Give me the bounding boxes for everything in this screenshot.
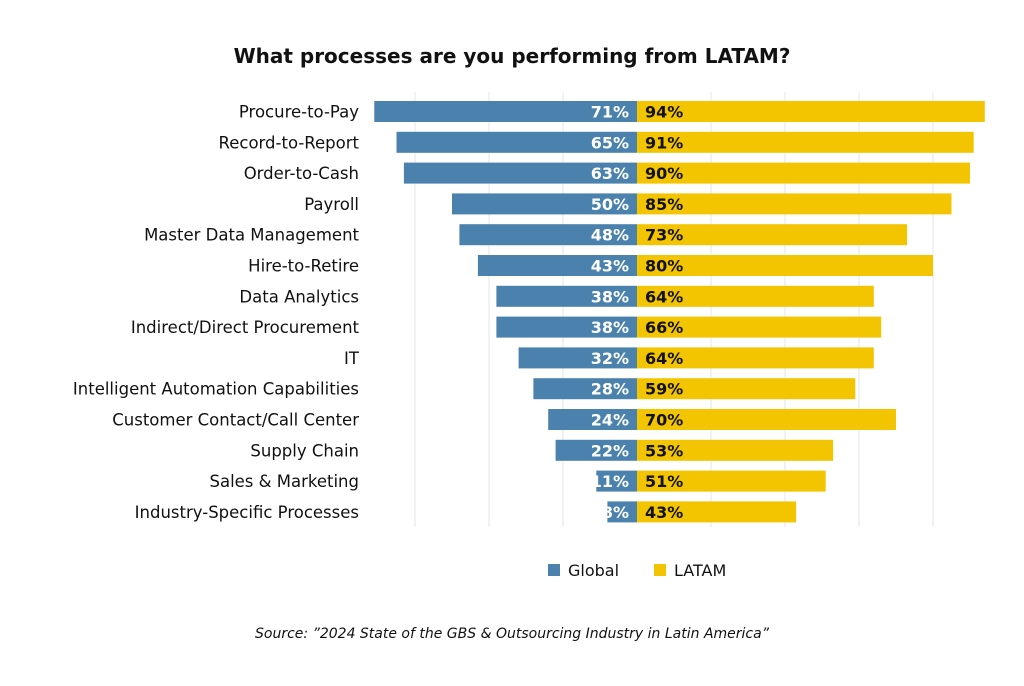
category-label: Customer Contact/Call Center	[112, 411, 359, 430]
legend: Global LATAM	[548, 561, 726, 580]
data-label-latam: 94%	[645, 103, 683, 122]
bar-global	[452, 193, 637, 215]
data-label-global: 50%	[591, 195, 629, 214]
category-label: Hire-to-Retire	[248, 257, 359, 276]
data-label-global: 32%	[591, 349, 629, 368]
data-label-latam: 53%	[645, 441, 683, 460]
bar-global	[496, 285, 637, 307]
bar-global	[533, 378, 637, 400]
diverging-bar-chart: Procure-to-Pay 71% 94% Record-to-Report 65% 9…	[73, 92, 985, 580]
data-label-global: 65%	[591, 133, 629, 152]
legend-label-latam: LATAM	[674, 561, 726, 580]
category-label: Payroll	[304, 195, 359, 214]
bar-latam	[637, 470, 826, 492]
data-label-latam: 64%	[645, 287, 683, 306]
data-label-global: 48%	[591, 226, 629, 245]
bar-latam	[637, 162, 970, 184]
bar-latam	[637, 224, 908, 246]
bar-latam	[637, 101, 985, 122]
data-label-global: 8%	[602, 503, 629, 522]
bar-latam	[637, 285, 874, 307]
category-label: Industry-Specific Processes	[135, 503, 359, 522]
data-label-global: 11%	[591, 472, 629, 491]
bar-global	[403, 162, 637, 184]
bar-latam	[637, 378, 856, 400]
chart-title: What processes are you performing from L…	[233, 44, 791, 68]
bar-global	[548, 409, 637, 430]
bar-latam	[637, 193, 952, 215]
data-label-latam: 51%	[645, 472, 683, 491]
bar-global	[374, 101, 637, 122]
source-note: Source: ”2024 State of the GBS & Outsour…	[255, 626, 769, 642]
data-label-global: 38%	[591, 287, 629, 306]
category-label: Indirect/Direct Procurement	[131, 318, 360, 337]
data-label-latam: 59%	[645, 380, 683, 399]
bar-latam	[637, 347, 874, 369]
data-label-latam: 64%	[645, 349, 683, 368]
bar-latam	[637, 501, 797, 523]
data-label-global: 28%	[591, 380, 629, 399]
bar-global	[396, 131, 637, 153]
bar-latam	[637, 409, 896, 430]
data-label-latam: 91%	[645, 133, 683, 152]
bar-global	[518, 347, 637, 369]
category-label: Sales & Marketing	[209, 472, 359, 491]
bar-latam	[637, 439, 834, 461]
legend-swatch-latam	[654, 564, 666, 576]
data-label-latam: 85%	[645, 195, 683, 214]
category-label: Order-to-Cash	[244, 164, 359, 183]
data-label-latam: 80%	[645, 257, 683, 276]
category-label: Supply Chain	[250, 441, 359, 460]
data-label-global: 43%	[591, 257, 629, 276]
data-label-global: 24%	[591, 411, 629, 430]
category-label: Intelligent Automation Capabilities	[73, 380, 359, 399]
data-label-latam: 70%	[645, 411, 683, 430]
legend-label-global: Global	[568, 561, 619, 580]
bar-latam	[637, 255, 933, 276]
legend-swatch-global	[548, 564, 560, 576]
bar-global	[607, 501, 637, 523]
category-label: Master Data Management	[144, 226, 359, 245]
bar-global	[477, 255, 637, 276]
gridlines	[414, 92, 934, 527]
data-label-latam: 90%	[645, 164, 683, 183]
category-label: Data Analytics	[239, 287, 359, 306]
bar-latam	[637, 131, 974, 153]
category-label: Procure-to-Pay	[239, 103, 359, 122]
data-label-global: 22%	[591, 441, 629, 460]
data-label-global: 38%	[591, 318, 629, 337]
bars: Procure-to-Pay 71% 94% Record-to-Report 65% 9…	[73, 101, 985, 523]
data-label-global: 71%	[591, 103, 629, 122]
data-label-latam: 73%	[645, 226, 683, 245]
bar-global	[596, 470, 637, 492]
bar-global	[555, 439, 637, 461]
category-label: Record-to-Report	[219, 133, 360, 152]
data-label-latam: 43%	[645, 503, 683, 522]
bar-global	[459, 224, 637, 246]
data-label-global: 63%	[591, 164, 629, 183]
bar-global	[496, 316, 637, 338]
bar-latam	[637, 316, 882, 338]
category-label: IT	[344, 349, 360, 368]
data-label-latam: 66%	[645, 318, 683, 337]
